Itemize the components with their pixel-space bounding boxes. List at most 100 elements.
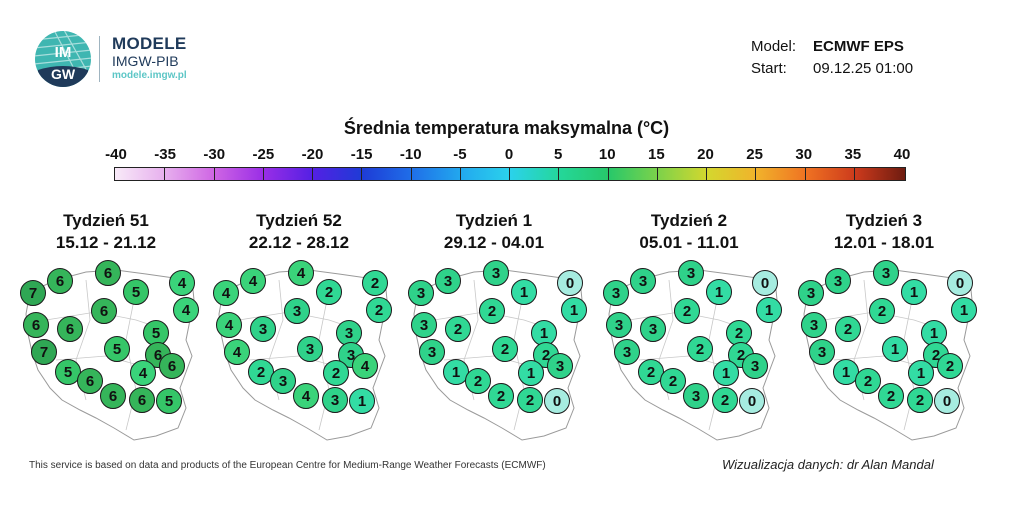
- brand-url[interactable]: modele.imgw.pl: [112, 70, 187, 81]
- start-label: Start:: [751, 60, 787, 77]
- station-temperature: 2: [479, 298, 505, 324]
- station-temperature: 3: [408, 280, 434, 306]
- station-temperature: 3: [411, 312, 437, 338]
- region-border: [903, 289, 915, 431]
- colorbar-tick-mark: [509, 168, 510, 180]
- station-temperature: 3: [250, 316, 276, 342]
- country-border: [25, 269, 195, 441]
- station-temperature: 4: [173, 297, 199, 323]
- brand-block: MODELE IMGW-PIB modele.imgw.pl: [112, 35, 187, 81]
- station-temperature: 1: [901, 279, 927, 305]
- colorbar-tick-mark: [558, 168, 560, 180]
- station-temperature: 2: [674, 298, 700, 324]
- station-temperature: 6: [23, 312, 49, 338]
- station-temperature: 4: [293, 383, 319, 409]
- station-temperature: 1: [518, 360, 544, 386]
- colorbar-tick-label: -10: [399, 146, 422, 163]
- colorbar-tick-label: -5: [453, 146, 467, 163]
- station-temperature: 3: [678, 260, 704, 286]
- station-temperature: 3: [606, 312, 632, 338]
- week-dates: 22.12 - 28.12: [248, 233, 350, 252]
- week-dates: 12.01 - 18.01: [833, 233, 935, 252]
- region-border: [708, 289, 720, 431]
- model-label: Model:: [751, 38, 797, 55]
- station-temperature: 2: [660, 368, 686, 394]
- colorbar-tick-mark: [755, 168, 757, 180]
- station-temperature: 1: [531, 320, 557, 346]
- station-temperature: 2: [835, 316, 861, 342]
- station-temperature: 2: [878, 383, 904, 409]
- station-temperature: 1: [882, 336, 908, 362]
- station-temperature: 1: [908, 360, 934, 386]
- colorbar-tick-label: 40: [893, 146, 911, 163]
- station-temperature: 6: [91, 298, 117, 324]
- colorbar-tick-mark: [312, 168, 313, 180]
- station-temperature: 3: [483, 260, 509, 286]
- brand-name: MODELE: [112, 34, 187, 53]
- svg-text:GW: GW: [51, 66, 76, 82]
- station-temperature: 2: [465, 368, 491, 394]
- station-temperature: 2: [712, 387, 738, 413]
- week-label: Tydzień 52: [256, 211, 342, 230]
- station-temperature: 2: [907, 387, 933, 413]
- week-label: Tydzień 2: [650, 211, 728, 230]
- colorbar-tick-label: 0: [504, 146, 514, 163]
- week-dates: 29.12 - 04.01: [443, 233, 545, 252]
- colorbar-tick-label: 35: [844, 146, 862, 163]
- station-temperature: 4: [213, 280, 239, 306]
- colorbar-tick-label: 20: [697, 146, 714, 163]
- region-border: [513, 289, 525, 431]
- week-header: Tydzień 51 15.12 - 21.12: [6, 210, 206, 254]
- station-temperature: 0: [752, 270, 778, 296]
- week-header: Tydzień 2 05.01 - 11.01: [589, 210, 789, 254]
- week-header: Tydzień 3 12.01 - 18.01: [784, 210, 984, 254]
- station-temperature: 4: [288, 260, 314, 286]
- station-temperature: 5: [104, 336, 130, 362]
- station-temperature: 7: [20, 280, 46, 306]
- week-header: Tydzień 52 22.12 - 28.12: [199, 210, 399, 254]
- colorbar-tick-mark: [361, 168, 363, 180]
- station-temperature: 3: [336, 320, 362, 346]
- station-temperature: 3: [284, 298, 310, 324]
- station-temperature: 3: [640, 316, 666, 342]
- station-temperature: 6: [57, 316, 83, 342]
- colorbar-tick-mark: [853, 168, 855, 180]
- country-border: [413, 269, 583, 441]
- station-temperature: 1: [713, 360, 739, 386]
- station-temperature: 1: [511, 279, 537, 305]
- station-temperature: 2: [445, 316, 471, 342]
- station-temperature: 2: [855, 368, 881, 394]
- colorbar-tick-label: 30: [795, 146, 813, 163]
- colorbar-tick-label: -25: [252, 146, 275, 163]
- station-temperature: 6: [129, 387, 155, 413]
- colorbar-tick-mark: [262, 168, 264, 180]
- station-temperature: 4: [240, 268, 266, 294]
- colorbar-tick-label: 5: [553, 146, 563, 163]
- ecmwf-attribution: This service is based on data and produc…: [29, 460, 546, 471]
- station-temperature: 3: [603, 280, 629, 306]
- colorbar-tick-label: -15: [350, 146, 373, 163]
- colorbar-tick-mark: [607, 168, 609, 180]
- station-temperature: 3: [322, 387, 348, 413]
- visualization-credit: Wizualizacja danych: dr Alan Mandal: [722, 457, 934, 472]
- station-temperature: 3: [297, 336, 323, 362]
- colorbar-tick-label: 15: [648, 146, 665, 163]
- station-temperature: 6: [100, 383, 126, 409]
- station-temperature: 2: [366, 297, 392, 323]
- region-border: [318, 289, 330, 431]
- station-temperature: 1: [561, 297, 587, 323]
- station-temperature: 0: [544, 388, 570, 414]
- station-temperature: 3: [683, 383, 709, 409]
- station-temperature: 2: [362, 270, 388, 296]
- start-value: 09.12.25 01:00: [813, 60, 914, 77]
- colorbar-tick-mark: [410, 168, 412, 180]
- model-value: ECMWF EPS: [813, 38, 904, 55]
- colorbar-tick-label: -30: [203, 146, 226, 163]
- station-temperature: 1: [706, 279, 732, 305]
- station-temperature: 3: [270, 368, 296, 394]
- station-temperature: 3: [798, 280, 824, 306]
- station-temperature: 4: [224, 339, 250, 365]
